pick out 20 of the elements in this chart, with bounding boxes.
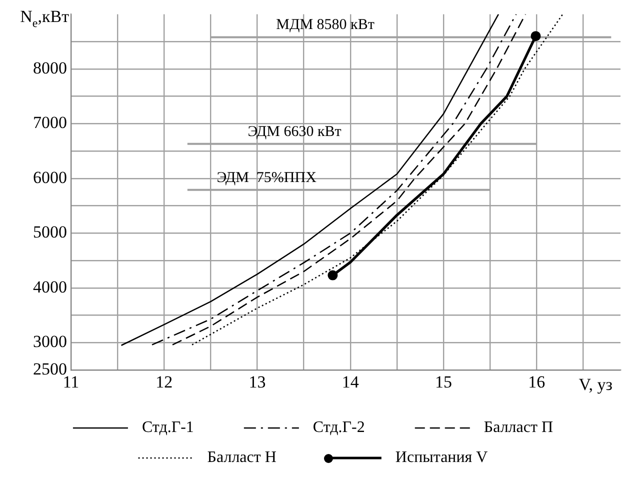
legend-label: Испытания V — [395, 449, 488, 466]
y-tick-label: 5000 — [33, 222, 67, 242]
legend-label: Балласт П — [484, 419, 554, 436]
x-tick-label: 13 — [248, 372, 266, 392]
legend-label: Стд.Г-2 — [312, 419, 365, 436]
x-tick-label: 14 — [342, 372, 360, 392]
x-tick-label: 15 — [435, 372, 452, 392]
legend-label: Балласт Н — [207, 449, 277, 466]
y-tick-label: 8000 — [33, 58, 67, 78]
y-tick-label: 7000 — [33, 113, 67, 132]
x-axis-title: V, уз — [578, 375, 613, 394]
annotation: ЭДМ 75%ППХ — [216, 170, 317, 186]
x-tick-label: 16 — [528, 372, 546, 392]
x-tick-label: 12 — [156, 372, 173, 392]
y-tick-label: 3000 — [33, 332, 67, 352]
y-tick-label: 4000 — [33, 277, 67, 296]
annotation: ЭДМ 6630 кВт — [248, 124, 342, 140]
legend-label: Стд.Г-1 — [142, 419, 194, 436]
annotation: МДМ 8580 кВт — [276, 17, 375, 34]
y-tick-label: 6000 — [33, 168, 67, 187]
